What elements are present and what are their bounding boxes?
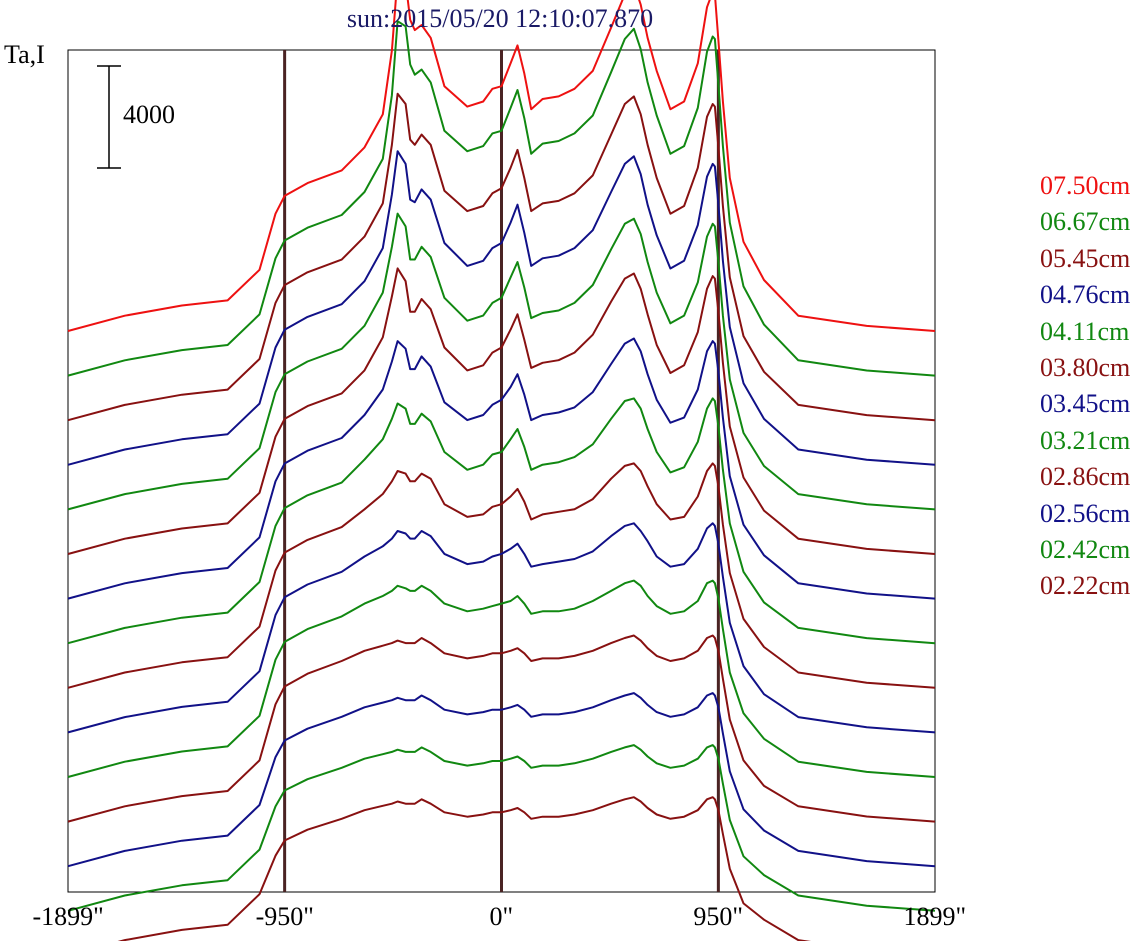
- reference-lines: [283, 50, 720, 892]
- legend-item: 04.76cm: [1040, 280, 1131, 310]
- x-tick-label: 1899": [903, 902, 967, 931]
- trace-14: [117, 796, 812, 941]
- x-tick-label: -950": [255, 902, 314, 931]
- legend-item: 06.67cm: [1040, 207, 1131, 237]
- trace-1: [67, 20, 936, 377]
- legend-item: 07.50cm: [1040, 171, 1131, 200]
- trace-9: [67, 522, 936, 734]
- legend-item: 04.11cm: [1040, 316, 1130, 346]
- trace-11: [67, 634, 936, 823]
- x-tick-label: 950": [693, 902, 743, 931]
- trace-5: [67, 267, 936, 555]
- scale-bar-label: 4000: [123, 100, 175, 129]
- x-tick-label: 0": [489, 902, 514, 931]
- legend-item: 03.45cm: [1040, 389, 1131, 419]
- trace-group: [67, 0, 936, 941]
- scale-bar: [97, 65, 121, 169]
- chart-title: sun:2015/05/20 12:10:07.870: [346, 4, 654, 33]
- legend-item: 02.56cm: [1040, 498, 1131, 528]
- legend-item: 02.42cm: [1040, 535, 1131, 564]
- legend-item: 02.86cm: [1040, 462, 1131, 492]
- trace-13: [67, 744, 936, 912]
- trace-8: [67, 462, 936, 689]
- x-tick-label: -1899": [32, 902, 104, 931]
- trace-3: [67, 150, 936, 466]
- trace-4: [67, 212, 936, 511]
- trace-7: [67, 397, 936, 645]
- legend-item: 03.80cm: [1040, 353, 1131, 382]
- trace-12: [67, 692, 936, 868]
- legend-item: 02.22cm: [1040, 571, 1131, 601]
- trace-2: [67, 92, 936, 422]
- legend-item: 03.21cm: [1040, 425, 1131, 455]
- y-axis-label: Ta,I: [4, 40, 45, 69]
- trace-6: [67, 337, 936, 600]
- legend-item: 05.45cm: [1040, 243, 1131, 273]
- trace-0: [67, 0, 936, 332]
- trace-10: [67, 579, 936, 778]
